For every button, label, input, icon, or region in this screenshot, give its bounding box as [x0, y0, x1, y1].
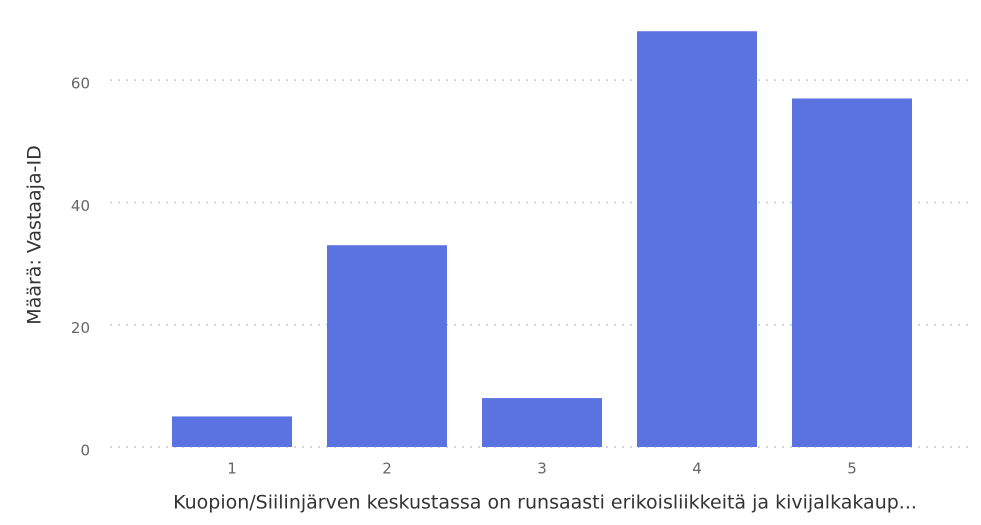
bar — [327, 245, 447, 447]
x-tick-label: 3 — [537, 460, 547, 478]
y-tick-label: 40 — [71, 197, 90, 215]
x-tick-label: 1 — [227, 460, 237, 478]
x-tick-label: 2 — [382, 460, 392, 478]
x-axis-title: Kuopion/Siilinjärven keskustassa on runs… — [173, 492, 917, 514]
x-tick-label: 4 — [692, 460, 702, 478]
bar — [482, 398, 602, 447]
y-axis-title: Määrä: Vastaaja-ID — [24, 145, 46, 324]
x-tick-label: 5 — [847, 460, 857, 478]
y-tick-label: 0 — [80, 442, 90, 460]
bar — [637, 31, 757, 447]
bar — [792, 98, 912, 447]
bar — [172, 416, 292, 447]
y-tick-label: 20 — [71, 319, 90, 337]
y-tick-label: 60 — [71, 75, 90, 93]
